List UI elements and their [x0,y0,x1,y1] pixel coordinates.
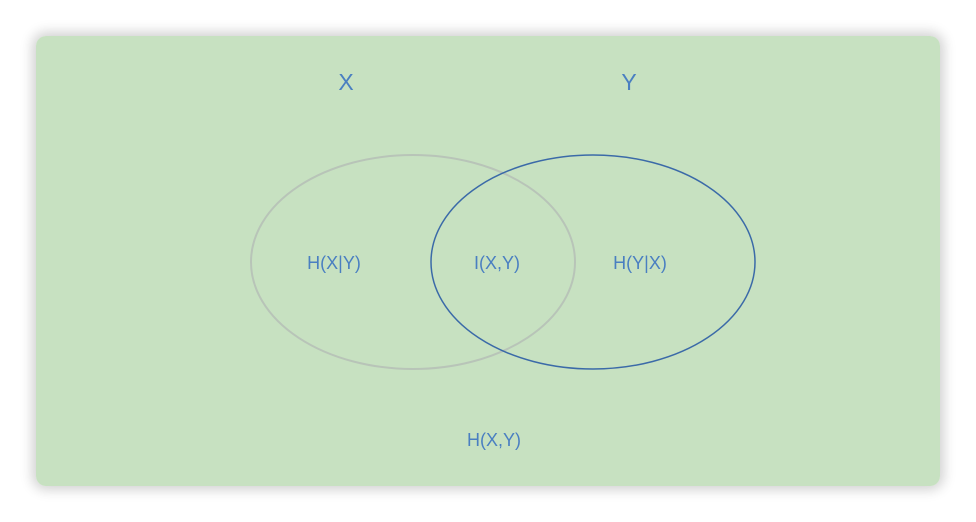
set-x-circle [250,154,576,370]
conditional-entropy-x-label: H(X|Y) [307,253,361,273]
mutual-information-label: I(X,Y) [474,253,520,273]
set-y-title: Y [621,69,636,95]
universe-rect [36,36,940,486]
joint-entropy-label: H(X,Y) [467,430,521,450]
set-y-circle [430,154,756,370]
set-x-title: X [338,69,353,95]
conditional-entropy-y-label: H(Y|X) [613,253,667,273]
